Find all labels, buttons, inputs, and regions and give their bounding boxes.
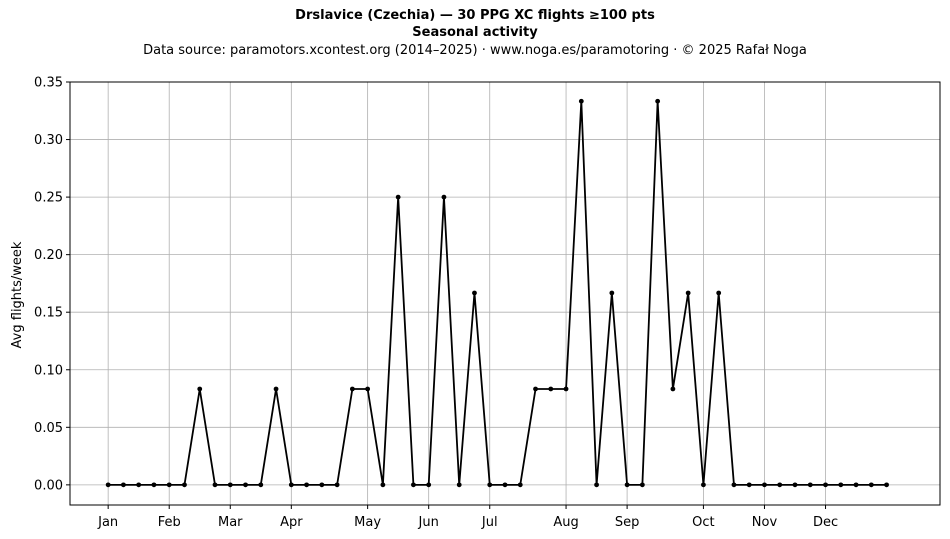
y-tick-label: 0.20	[34, 248, 63, 263]
data-point	[868, 482, 874, 488]
data-point	[594, 482, 599, 488]
data-point	[746, 482, 752, 488]
data-point	[456, 482, 462, 488]
data-point	[441, 194, 447, 200]
data-point	[670, 386, 676, 392]
data-point	[380, 482, 386, 488]
data-point	[258, 482, 264, 488]
y-tick-label: 0.25	[34, 191, 63, 206]
data-point	[563, 386, 569, 392]
data-point	[212, 482, 218, 488]
data-point	[884, 482, 889, 488]
series-line	[108, 100, 887, 486]
x-tick-label: Jun	[418, 515, 439, 530]
x-tick-label: Oct	[692, 515, 714, 530]
data-point	[487, 482, 493, 488]
data-point	[548, 386, 554, 392]
data-point	[426, 482, 432, 488]
data-point	[853, 482, 859, 488]
data-point	[701, 482, 706, 488]
x-tick-label: Aug	[553, 515, 578, 530]
x-tick-label: Nov	[752, 515, 778, 530]
data-point	[273, 386, 279, 392]
data-point	[716, 290, 722, 296]
y-axis-label: Avg flights/week	[10, 241, 25, 348]
data-point	[792, 482, 798, 488]
series-group	[105, 98, 889, 488]
x-tick-label: May	[354, 515, 381, 530]
data-point	[517, 482, 523, 488]
data-point	[685, 290, 691, 296]
data-point	[762, 482, 767, 488]
data-point	[777, 482, 783, 488]
data-point	[197, 386, 203, 392]
data-point	[319, 482, 325, 488]
y-tick-label: 0.00	[34, 478, 63, 493]
data-point	[639, 482, 645, 488]
data-point	[502, 482, 508, 488]
data-point	[655, 98, 661, 104]
data-point	[731, 482, 737, 488]
data-point	[365, 386, 371, 392]
x-tick-label: Jul	[481, 515, 498, 530]
chart-subtitle: Data source: paramotors.xcontest.org (20…	[143, 43, 807, 58]
data-point	[105, 482, 111, 488]
x-tick-label: Mar	[218, 515, 243, 530]
data-point	[349, 386, 355, 392]
data-point	[304, 482, 309, 488]
chart-title-secondary: Seasonal activity	[412, 25, 538, 40]
data-point	[533, 386, 538, 392]
data-point	[624, 482, 630, 488]
y-tick-label: 0.05	[34, 421, 63, 436]
data-point	[334, 482, 340, 488]
y-tick-label: 0.10	[34, 363, 63, 378]
plot-frame	[69, 81, 941, 506]
y-tick-label: 0.30	[34, 133, 63, 148]
data-point	[151, 482, 157, 488]
x-tick-label: Apr	[280, 515, 303, 530]
data-point	[166, 482, 172, 488]
data-point	[807, 482, 813, 488]
data-point	[578, 98, 584, 104]
data-point	[472, 290, 477, 296]
data-point	[136, 482, 142, 488]
grid	[70, 81, 940, 505]
data-point	[609, 290, 615, 296]
data-point	[243, 482, 248, 488]
x-tick-label: Sep	[615, 515, 640, 530]
data-point	[182, 482, 187, 488]
y-tick-label: 0.15	[34, 306, 63, 321]
data-point	[121, 482, 126, 488]
x-tick-label: Feb	[158, 515, 181, 530]
chart-title: Drslavice (Czechia) — 30 PPG XC flights …	[295, 8, 655, 23]
data-point	[823, 482, 828, 488]
data-point	[288, 482, 294, 488]
x-tick-label: Dec	[813, 515, 838, 530]
axes: 0.00 0.05 0.10 0.15 0.20 0.25 0.30 0.35 Jan Feb Ma…	[34, 76, 941, 530]
y-tick-label: 0.35	[34, 76, 63, 91]
data-point	[411, 482, 416, 488]
data-point	[395, 194, 401, 200]
data-point	[227, 482, 233, 488]
x-tick-label: Jan	[97, 515, 118, 530]
data-point	[838, 482, 844, 488]
